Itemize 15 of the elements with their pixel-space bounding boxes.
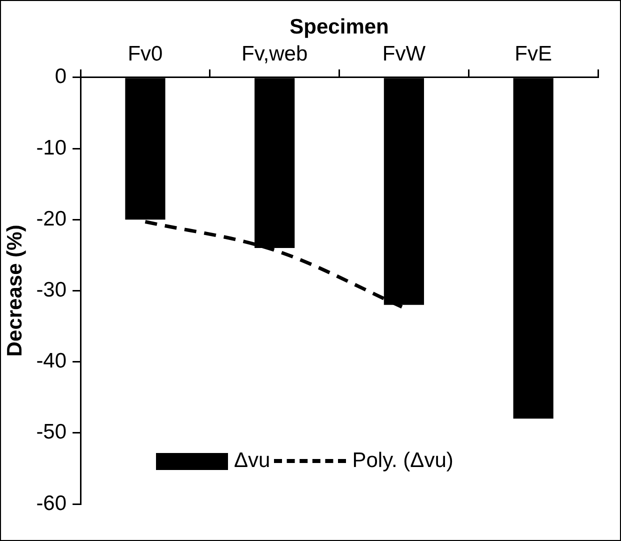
- legend-label: Poly. (Δvu): [352, 449, 454, 473]
- legend-label: Δvu: [234, 449, 270, 473]
- x-tick-label: Fv,web: [242, 42, 308, 66]
- x-tick-label: FvW: [382, 42, 426, 66]
- y-tick-label: 0: [54, 65, 67, 88]
- x-axis-title: Specimen: [290, 15, 389, 38]
- y-tick-label: -60: [36, 492, 67, 515]
- y-tick-label: -10: [36, 136, 67, 160]
- x-tick-label: FvE: [514, 42, 552, 66]
- x-tick-label: Fv0: [128, 42, 163, 66]
- y-tick-label: -20: [36, 207, 67, 230]
- y-tick-label: -40: [36, 350, 67, 373]
- y-tick-label: -50: [36, 420, 67, 444]
- y-axis-title: Decrease (%): [3, 224, 26, 357]
- y-tick-label: -30: [36, 278, 67, 302]
